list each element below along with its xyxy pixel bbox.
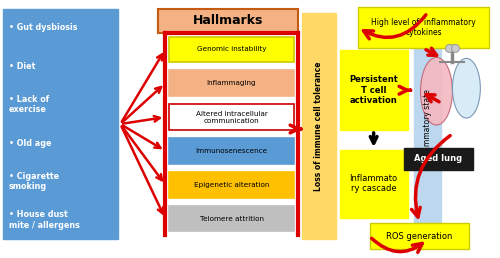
Text: • House dust
mite / allergens: • House dust mite / allergens bbox=[8, 211, 80, 230]
FancyBboxPatch shape bbox=[169, 37, 294, 62]
Text: • Old age: • Old age bbox=[8, 139, 51, 148]
Text: ROS generation: ROS generation bbox=[386, 232, 452, 241]
Text: • Gut dysbiosis: • Gut dysbiosis bbox=[8, 23, 77, 33]
Text: Loss of immune cell tolerance: Loss of immune cell tolerance bbox=[314, 61, 324, 191]
FancyBboxPatch shape bbox=[340, 150, 407, 217]
FancyBboxPatch shape bbox=[169, 104, 294, 130]
Text: Inflammaging: Inflammaging bbox=[206, 80, 256, 86]
Text: Genomic instability: Genomic instability bbox=[197, 46, 266, 52]
FancyBboxPatch shape bbox=[370, 223, 470, 249]
Text: Epigenetic alteration: Epigenetic alteration bbox=[194, 182, 269, 188]
Text: Hallmarks: Hallmarks bbox=[193, 14, 263, 27]
FancyBboxPatch shape bbox=[169, 206, 294, 231]
FancyBboxPatch shape bbox=[340, 50, 407, 130]
Ellipse shape bbox=[452, 58, 480, 118]
FancyBboxPatch shape bbox=[302, 13, 336, 239]
FancyBboxPatch shape bbox=[169, 70, 294, 96]
Text: • Lack of
exercise: • Lack of exercise bbox=[8, 95, 49, 115]
Text: Immunosenescence: Immunosenescence bbox=[196, 148, 268, 154]
FancyBboxPatch shape bbox=[169, 138, 294, 164]
Text: Altered intracellular
communication: Altered intracellular communication bbox=[196, 111, 268, 124]
FancyBboxPatch shape bbox=[358, 7, 490, 49]
FancyBboxPatch shape bbox=[169, 172, 294, 198]
FancyBboxPatch shape bbox=[414, 13, 442, 239]
Circle shape bbox=[446, 44, 454, 52]
FancyBboxPatch shape bbox=[2, 9, 118, 239]
FancyBboxPatch shape bbox=[404, 148, 473, 170]
Text: High level of  inflammatory
cytokines: High level of inflammatory cytokines bbox=[371, 18, 476, 37]
Circle shape bbox=[452, 44, 460, 52]
Text: • Diet: • Diet bbox=[8, 62, 35, 71]
Text: Persistent
T cell
activation: Persistent T cell activation bbox=[349, 75, 398, 105]
Text: • Cigarette
smoking: • Cigarette smoking bbox=[8, 172, 59, 191]
Ellipse shape bbox=[420, 57, 452, 125]
Text: Inflammato
ry cascade: Inflammato ry cascade bbox=[350, 174, 398, 194]
Text: Aged lung: Aged lung bbox=[414, 154, 463, 163]
FancyBboxPatch shape bbox=[158, 9, 298, 33]
Text: Telomere attrition: Telomere attrition bbox=[200, 215, 264, 222]
Text: Inflammatory state: Inflammatory state bbox=[423, 89, 432, 163]
